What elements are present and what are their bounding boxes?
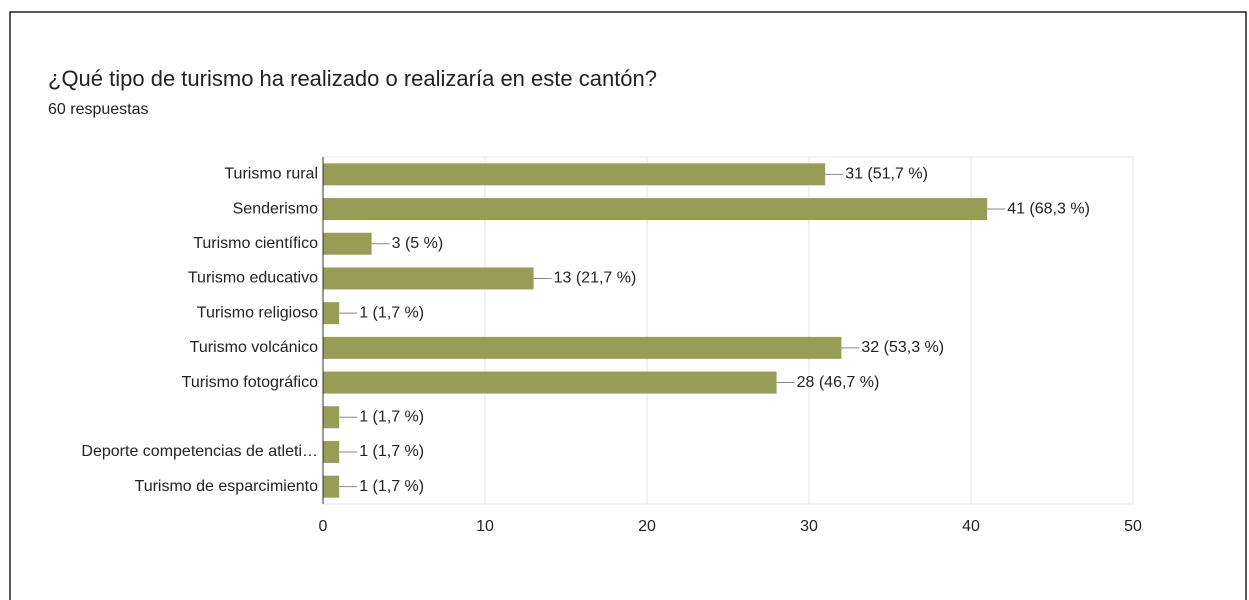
x-tick-label: 40 [962, 518, 980, 535]
bar [323, 475, 340, 498]
bar [323, 232, 372, 255]
value-label: 1 (1,7 %) [359, 304, 424, 321]
value-label: 32 (53,3 %) [861, 339, 944, 356]
bar [323, 406, 340, 429]
bar [323, 198, 988, 221]
y-tick-label: Turismo de esparcimiento [135, 478, 319, 495]
value-label: 1 (1,7 %) [359, 478, 424, 495]
y-tick-label: Senderismo [233, 200, 318, 217]
bar [323, 336, 842, 359]
y-tick-label: Turismo educativo [188, 270, 318, 287]
value-label: 1 (1,7 %) [359, 443, 424, 460]
chart-subtitle: 60 respuestas [48, 101, 149, 118]
value-label: 28 (46,7 %) [797, 374, 880, 391]
y-tick-label: Turismo volcánico [190, 339, 318, 356]
value-label: 41 (68,3 %) [1007, 200, 1090, 217]
y-tick-label: Turismo fotográfico [182, 374, 318, 391]
x-tick-label: 10 [476, 518, 494, 535]
y-tick-label: Turismo religioso [197, 304, 318, 321]
y-tick-label: Deporte competencias de atleti… [81, 443, 318, 460]
x-tick-label: 20 [638, 518, 656, 535]
x-tick-label: 30 [800, 518, 818, 535]
value-label: 13 (21,7 %) [554, 270, 637, 287]
y-tick-label: Turismo científico [193, 235, 318, 252]
bar [323, 302, 340, 325]
bar [323, 371, 777, 394]
bar [323, 440, 340, 463]
value-label: 1 (1,7 %) [359, 408, 424, 425]
chart-title: ¿Qué tipo de turismo ha realizado o real… [48, 66, 657, 91]
y-tick-label: Turismo rural [224, 166, 318, 183]
bar [323, 163, 826, 186]
value-label: 31 (51,7 %) [845, 166, 928, 183]
frame [9, 11, 1247, 600]
x-tick-label: 50 [1124, 518, 1142, 535]
value-label: 3 (5 %) [392, 235, 444, 252]
bar [323, 267, 534, 290]
x-tick-label: 0 [319, 518, 328, 535]
